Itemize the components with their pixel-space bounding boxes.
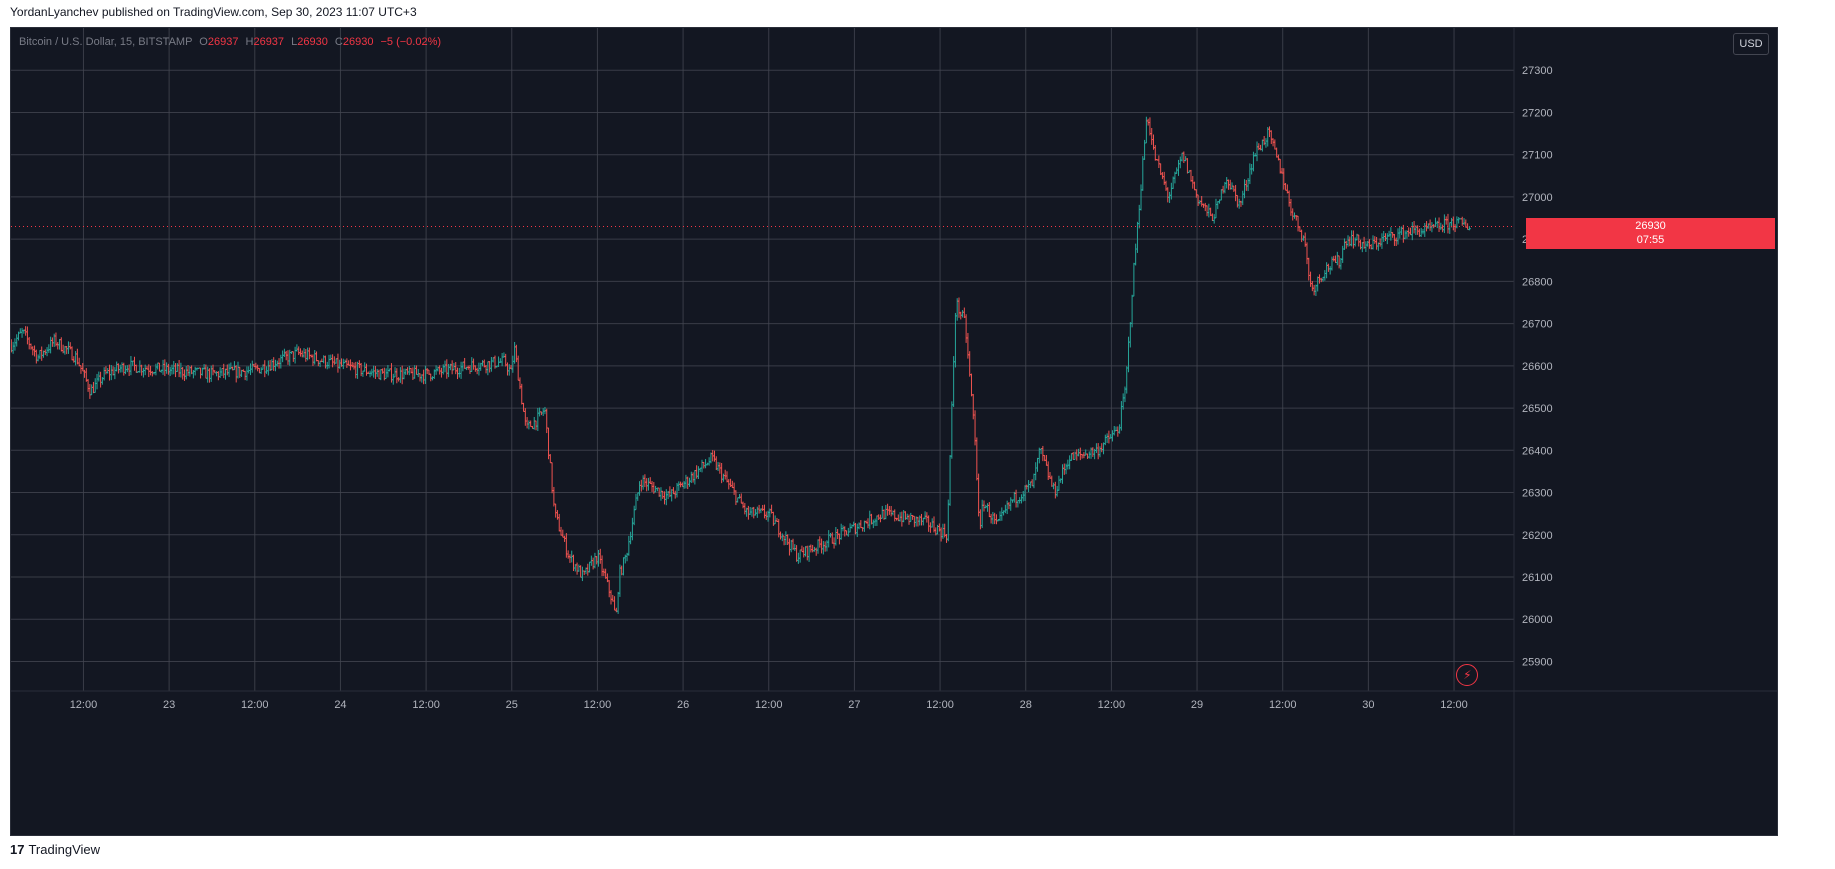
time-tick-label: 12:00 xyxy=(584,699,612,711)
price-tick-label: 26200 xyxy=(1522,530,1553,542)
price-tick-label: 27100 xyxy=(1522,150,1553,162)
open-label: O xyxy=(199,36,208,48)
chart-panel[interactable]: 25900 26000 26100 26200 26300 26400 26500 26600… xyxy=(10,27,1778,836)
footer-brand: 17 TradingView xyxy=(10,842,100,857)
time-tick-label: 28 xyxy=(1020,699,1032,711)
time-tick-label: 25 xyxy=(506,699,518,711)
time-tick-label: 12:00 xyxy=(241,699,269,711)
price-tick-label: 25900 xyxy=(1522,656,1553,668)
price-tick-label: 27000 xyxy=(1522,192,1553,204)
currency-button[interactable]: USD xyxy=(1733,33,1769,55)
symbol-legend: Bitcoin / U.S. Dollar, 15, BITSTAMP O269… xyxy=(19,36,441,48)
price-tick-label: 27300 xyxy=(1522,65,1553,77)
open-value: 26937 xyxy=(208,36,239,48)
price-tick-label: 26500 xyxy=(1522,403,1553,415)
price-tick-label: 26600 xyxy=(1522,361,1553,373)
time-tick-label: 29 xyxy=(1191,699,1203,711)
high-value: 26937 xyxy=(253,36,284,48)
time-tick-label: 12:00 xyxy=(1440,699,1468,711)
price-tick-label: 26700 xyxy=(1522,319,1553,331)
time-tick-label: 12:00 xyxy=(1098,699,1126,711)
time-tick-label: 12:00 xyxy=(412,699,440,711)
time-tick-label: 12:00 xyxy=(1269,699,1297,711)
time-tick-label: 23 xyxy=(163,699,175,711)
low-value: 26930 xyxy=(297,36,328,48)
tradingview-logo-icon: 17 xyxy=(10,842,24,857)
price-tick-label: 26000 xyxy=(1522,614,1553,626)
price-tick-label: 26100 xyxy=(1522,572,1553,584)
last-price-tag: 26930 07:55 xyxy=(1526,218,1775,249)
brand-name: TradingView xyxy=(28,842,100,857)
price-tick-label: 26800 xyxy=(1522,276,1553,288)
price-tick-label: 27200 xyxy=(1522,107,1553,119)
price-tick-label: 26400 xyxy=(1522,445,1553,457)
time-tick-label: 12:00 xyxy=(70,699,98,711)
close-value: 26930 xyxy=(343,36,374,48)
price-tick-label: 26300 xyxy=(1522,488,1553,500)
symbol-name: Bitcoin / U.S. Dollar, 15, BITSTAMP xyxy=(19,36,192,48)
ohlc-chart[interactable]: 25900 26000 26100 26200 26300 26400 26500 26600… xyxy=(11,28,1777,835)
time-tick-label: 12:00 xyxy=(755,699,783,711)
time-tick-label: 30 xyxy=(1362,699,1374,711)
time-tick-label: 24 xyxy=(334,699,346,711)
close-label: C xyxy=(335,36,343,48)
time-tick-label: 26 xyxy=(677,699,689,711)
publisher-caption: YordanLyanchev published on TradingView.… xyxy=(10,5,417,19)
last-price-value: 26930 xyxy=(1526,219,1775,233)
time-tick-label: 27 xyxy=(848,699,860,711)
time-tick-label: 12:00 xyxy=(926,699,954,711)
change-value: −5 (−0.02%) xyxy=(381,36,442,48)
bar-countdown: 07:55 xyxy=(1526,233,1775,247)
